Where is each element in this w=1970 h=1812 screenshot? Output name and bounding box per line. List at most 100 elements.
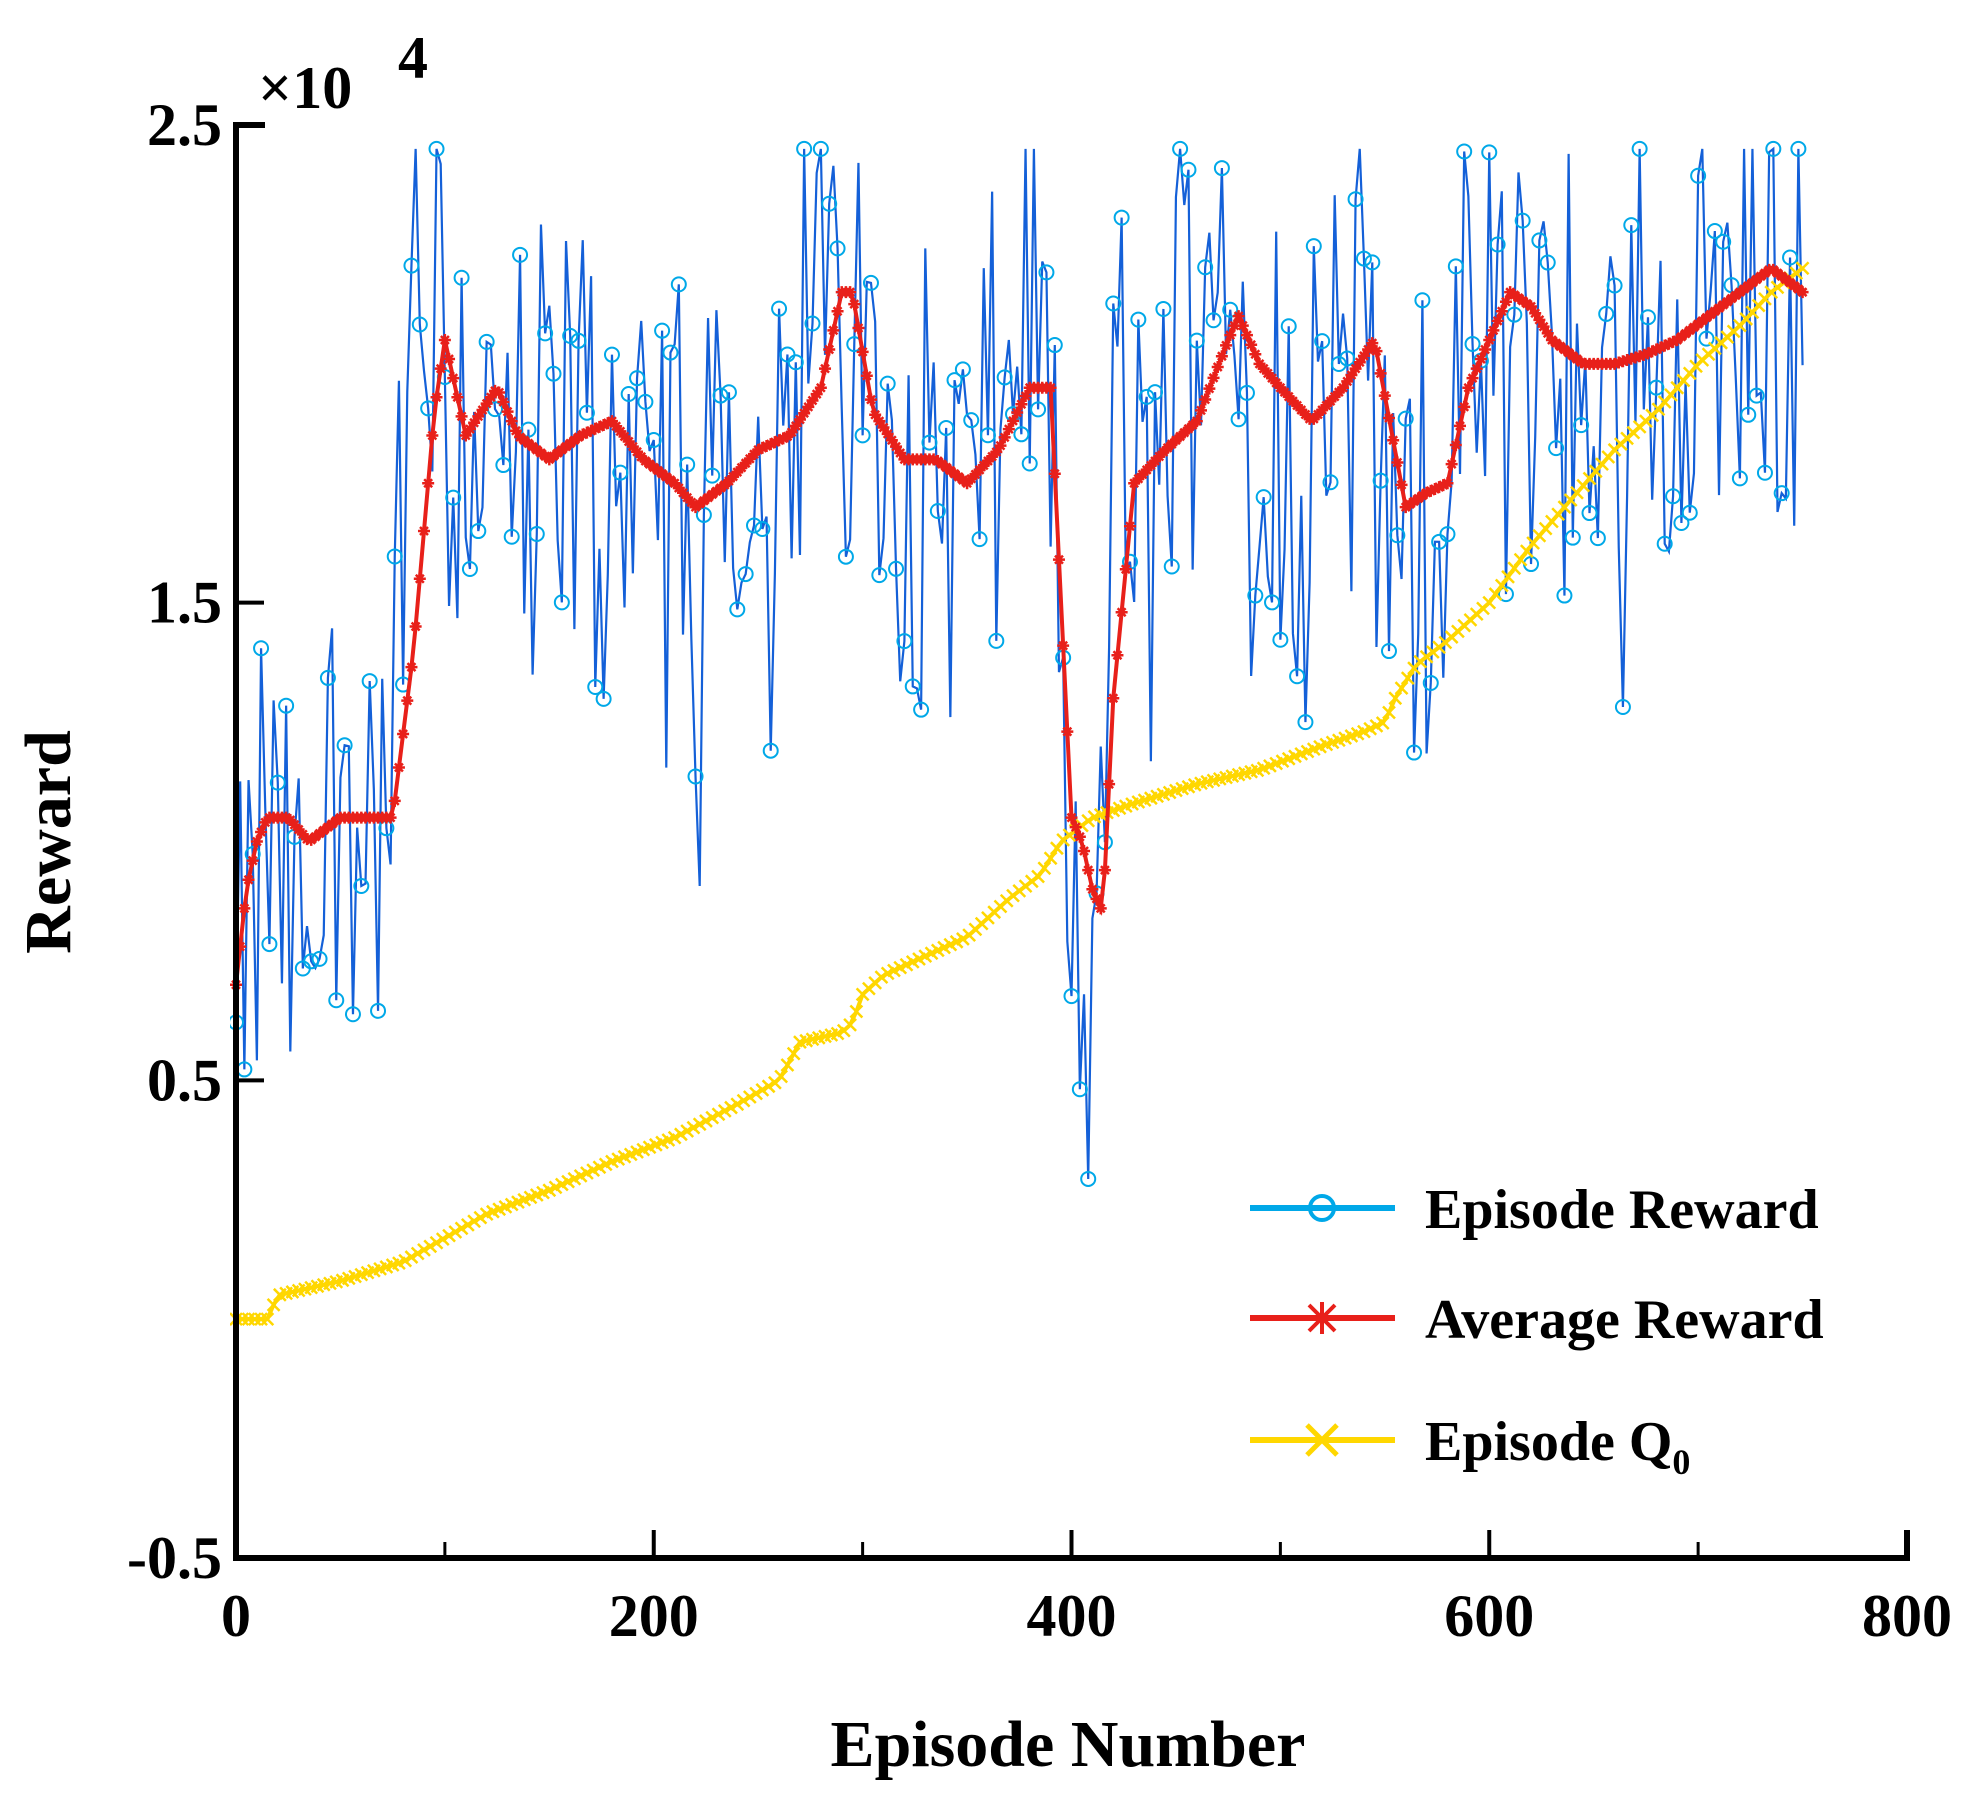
episode-reward-marker bbox=[921, 434, 938, 451]
episode-reward-marker bbox=[729, 601, 746, 618]
episode-reward-marker bbox=[1380, 643, 1397, 660]
episode-reward-marker bbox=[662, 344, 679, 361]
average-reward-marker bbox=[259, 816, 272, 829]
episode-reward-marker bbox=[1364, 254, 1381, 271]
episode-reward-marker bbox=[570, 332, 587, 349]
episode-reward-marker bbox=[445, 489, 462, 506]
episode-reward-marker bbox=[261, 936, 278, 953]
episode-reward-marker bbox=[1673, 515, 1690, 532]
average-reward-marker bbox=[1299, 408, 1312, 421]
average-reward-marker bbox=[973, 463, 986, 476]
episode-q0-marker bbox=[780, 1058, 795, 1072]
episode-reward-marker bbox=[771, 300, 788, 317]
average-reward-marker bbox=[1278, 386, 1291, 399]
average-reward-marker bbox=[1136, 468, 1149, 481]
average-reward-marker bbox=[1007, 414, 1020, 427]
average-reward-marker bbox=[1240, 329, 1253, 342]
episode-reward-marker bbox=[278, 697, 295, 714]
average-reward-marker bbox=[877, 421, 890, 434]
average-reward-marker bbox=[685, 496, 698, 509]
average-reward-marker bbox=[280, 811, 293, 824]
episode-reward-marker bbox=[1665, 488, 1682, 505]
episode-q0-marker bbox=[454, 1221, 469, 1236]
episode-q0-marker bbox=[749, 1086, 763, 1101]
episode-reward-marker bbox=[1681, 504, 1698, 521]
episode-reward-marker bbox=[1046, 337, 1063, 354]
average-reward-marker bbox=[1266, 372, 1279, 385]
episode-reward-marker bbox=[1255, 489, 1272, 506]
episode-reward-marker bbox=[1790, 140, 1807, 157]
multiplier-base: ×10 bbox=[258, 55, 352, 121]
average-reward-marker bbox=[1236, 319, 1249, 332]
episode-reward-marker bbox=[687, 768, 704, 785]
episode-reward-marker bbox=[269, 774, 286, 791]
episode-reward-marker bbox=[428, 140, 445, 157]
episode-reward-marker bbox=[1138, 388, 1155, 405]
average-reward-marker bbox=[1667, 335, 1680, 348]
average-reward-marker bbox=[1086, 883, 1099, 896]
episode-reward-marker bbox=[1030, 401, 1047, 418]
episode-q0-marker bbox=[1519, 544, 1534, 558]
legend-marker-asterisk-icon bbox=[1307, 1302, 1337, 1334]
average-reward-marker bbox=[1098, 864, 1111, 877]
average-reward-marker bbox=[1295, 404, 1308, 417]
average-reward-marker bbox=[681, 491, 694, 504]
y-tick-label: 0.5 bbox=[147, 1047, 222, 1113]
episode-reward-marker bbox=[946, 372, 963, 389]
episode-q0-marker bbox=[1488, 587, 1503, 601]
episode-reward-marker bbox=[1439, 526, 1456, 543]
average-reward-marker bbox=[722, 475, 735, 488]
series-episode-reward bbox=[230, 140, 1807, 1187]
episode-q0-marker bbox=[1482, 595, 1497, 610]
x-tick-label: 600 bbox=[1444, 1583, 1534, 1649]
average-reward-marker bbox=[1332, 386, 1345, 399]
episode-reward-marker bbox=[495, 457, 512, 474]
episode-reward-marker bbox=[812, 140, 829, 157]
episode-reward-marker bbox=[1564, 529, 1581, 546]
episode-reward-marker bbox=[528, 526, 545, 543]
episode-q0-marker bbox=[423, 1239, 438, 1254]
legend-marker-circle-icon bbox=[1308, 1194, 1336, 1222]
episode-reward-marker bbox=[403, 257, 420, 274]
episode-q0-marker bbox=[736, 1093, 751, 1108]
episode-reward-marker bbox=[1389, 527, 1406, 544]
average-reward-marker bbox=[676, 486, 689, 499]
episode-reward-marker bbox=[737, 566, 754, 583]
episode-q0-marker bbox=[774, 1069, 789, 1084]
episode-reward-marker bbox=[1514, 212, 1531, 229]
average-reward-marker bbox=[1203, 382, 1216, 395]
average-reward-marker bbox=[234, 940, 247, 953]
episode-reward-marker bbox=[1406, 744, 1423, 761]
episode-q0-marker bbox=[410, 1246, 425, 1261]
episode-q0-marker bbox=[442, 1228, 456, 1243]
episode-q0-marker bbox=[1049, 841, 1064, 856]
episode-reward-marker bbox=[904, 678, 921, 695]
average-reward-marker bbox=[493, 386, 506, 399]
average-reward-marker bbox=[1211, 361, 1224, 374]
average-reward-marker bbox=[1274, 381, 1287, 394]
episode-q0-marker bbox=[1388, 691, 1403, 706]
average-reward-marker bbox=[1052, 553, 1065, 566]
average-reward-marker bbox=[1541, 327, 1554, 340]
average-reward-marker bbox=[284, 814, 297, 827]
average-reward-marker bbox=[631, 445, 644, 458]
episode-reward-marker bbox=[938, 419, 955, 436]
episode-reward-marker bbox=[1414, 292, 1431, 309]
average-reward-marker bbox=[238, 902, 251, 915]
episode-reward-marker bbox=[645, 432, 662, 449]
episode-q0-marker bbox=[786, 1046, 801, 1061]
average-reward-marker bbox=[497, 396, 510, 409]
average-reward-marker bbox=[1270, 376, 1283, 389]
episode-reward-marker bbox=[1230, 411, 1247, 428]
average-reward-marker bbox=[635, 450, 648, 463]
episode-reward-marker bbox=[1489, 236, 1506, 253]
episode-reward-marker bbox=[1573, 417, 1590, 434]
episode-reward-marker bbox=[1063, 988, 1080, 1005]
average-reward-marker bbox=[860, 369, 873, 382]
average-reward-marker bbox=[890, 440, 903, 453]
episode-reward-marker bbox=[1506, 306, 1523, 323]
average-reward-marker bbox=[672, 482, 685, 495]
average-reward-marker bbox=[1621, 354, 1634, 367]
average-reward-marker bbox=[1341, 375, 1354, 388]
average-reward-marker bbox=[1533, 313, 1546, 326]
